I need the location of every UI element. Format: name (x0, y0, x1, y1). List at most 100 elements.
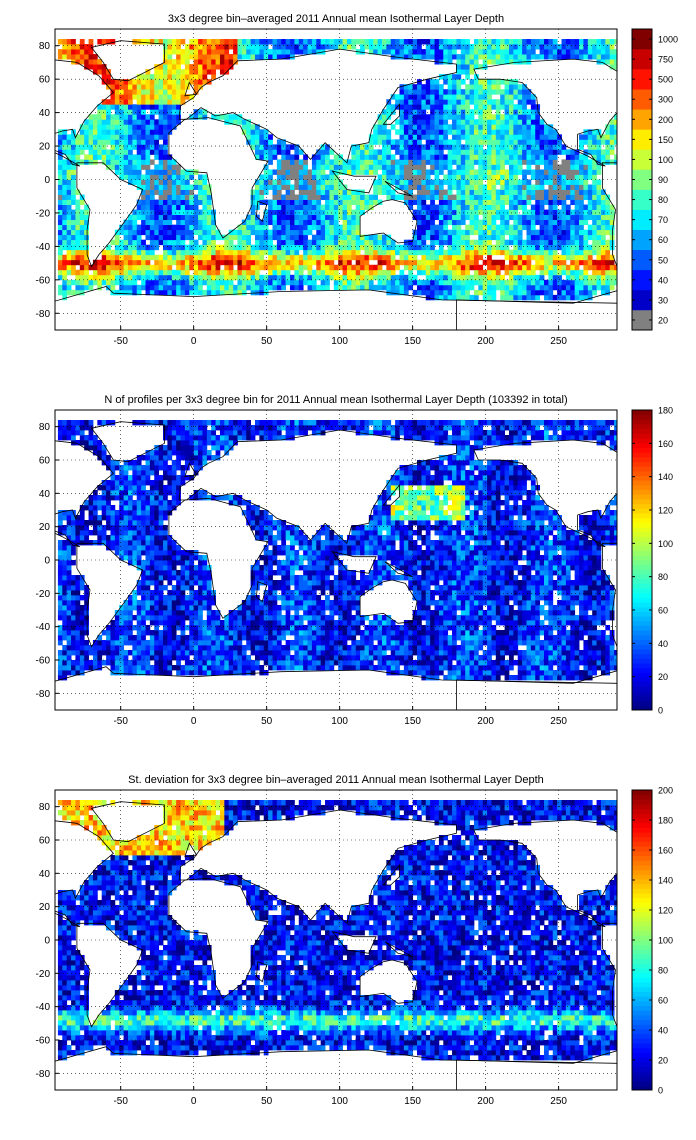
heatmap-cell (276, 164, 282, 170)
heatmap-cell (482, 84, 488, 90)
heatmap-cell (127, 179, 133, 185)
heatmap-cell (272, 269, 278, 276)
heatmap-cell (57, 209, 63, 216)
heatmap-cell (71, 184, 76, 190)
heatmap-cell (478, 134, 484, 140)
heatmap-cell (145, 179, 151, 185)
heatmap-cell (311, 174, 317, 180)
heatmap-cell (66, 430, 72, 436)
heatmap-cell (381, 149, 387, 155)
heatmap-cell (84, 650, 89, 656)
heatmap-cell (298, 234, 304, 241)
colorbar-tick-label: 300 (658, 95, 673, 105)
heatmap-cell (145, 139, 151, 145)
heatmap-cell (97, 149, 103, 155)
heatmap-cell (561, 289, 567, 296)
heatmap-cell (368, 139, 374, 145)
heatmap-cell (62, 435, 68, 441)
heatmap-cell (198, 79, 203, 85)
heatmap-cell (171, 239, 177, 246)
heatmap-cell (473, 174, 479, 180)
heatmap-cell (482, 64, 488, 70)
heatmap-cell (452, 194, 457, 200)
heatmap-cell (504, 289, 510, 296)
heatmap-cell (281, 154, 287, 160)
heatmap-cell (57, 650, 63, 656)
heatmap-cell (106, 39, 111, 45)
heatmap-cell (237, 249, 243, 256)
heatmap-cell (438, 74, 444, 80)
heatmap-cell (145, 204, 151, 210)
heatmap-cell (403, 199, 409, 205)
heatmap-cell (395, 149, 400, 155)
heatmap-cell (386, 149, 392, 155)
heatmap-cell (66, 239, 72, 246)
heatmap-cell (417, 114, 422, 120)
heatmap-cell (456, 129, 462, 135)
heatmap-cell (360, 234, 365, 241)
heatmap-cell (469, 174, 475, 180)
heatmap-cell (176, 184, 181, 190)
heatmap-cell (495, 209, 501, 216)
heatmap-cell (482, 209, 488, 216)
heatmap-cell (75, 670, 81, 676)
heatmap-cell (202, 289, 208, 296)
heatmap-cell (180, 214, 186, 221)
heatmap-cell (163, 279, 168, 286)
heatmap-cell (163, 204, 168, 210)
heatmap-cell (114, 645, 120, 651)
heatmap-cell (596, 254, 602, 261)
heatmap-cell (508, 114, 514, 120)
heatmap-cell (75, 530, 81, 536)
heatmap-cell (355, 229, 361, 236)
heatmap-cell (417, 104, 422, 110)
heatmap-cell (114, 525, 120, 531)
heatmap-cell (285, 219, 291, 226)
heatmap-cell (71, 214, 76, 221)
heatmap-cell (482, 229, 488, 236)
heatmap-cell (539, 249, 545, 256)
heatmap-cell (408, 269, 414, 276)
heatmap-cell (605, 39, 611, 45)
heatmap-cell (579, 169, 584, 175)
heatmap-cell (574, 44, 580, 50)
heatmap-cell (495, 274, 501, 281)
coastline (178, 48, 457, 164)
heatmap-cell (114, 84, 120, 90)
heatmap-cell (583, 159, 589, 165)
heatmap-cell (443, 294, 449, 301)
heatmap-cell (62, 269, 68, 276)
heatmap-cell (403, 89, 409, 95)
heatmap-cell (430, 284, 435, 291)
heatmap-cell (228, 239, 234, 246)
heatmap-cell (408, 94, 414, 100)
heatmap-cell (539, 149, 545, 155)
heatmap-cell (508, 99, 514, 105)
heatmap-cell (478, 39, 484, 45)
heatmap-cell (351, 219, 357, 226)
heatmap-cell (465, 244, 470, 251)
heatmap-cell (254, 244, 260, 251)
heatmap-cell (421, 289, 427, 296)
heatmap-cell (434, 179, 440, 185)
heatmap-cell (294, 199, 300, 205)
heatmap-cell (425, 169, 431, 175)
heatmap-cell (167, 274, 173, 281)
heatmap-cell (294, 209, 300, 216)
heatmap-cell (215, 279, 221, 286)
heatmap-cell (381, 239, 387, 246)
heatmap-cell (136, 254, 142, 261)
heatmap-cell (386, 154, 392, 160)
heatmap-cell (557, 244, 562, 251)
heatmap-cell (215, 269, 221, 276)
heatmap-cell (478, 194, 484, 200)
heatmap-cell (141, 229, 146, 236)
heatmap-cell (473, 144, 479, 150)
heatmap-cell (62, 425, 68, 431)
heatmap-cell (119, 224, 125, 231)
heatmap-cell (522, 179, 527, 185)
heatmap-cell (106, 505, 111, 511)
heatmap-cell (263, 219, 269, 226)
heatmap-cell (565, 149, 571, 155)
heatmap-cell (557, 44, 562, 50)
